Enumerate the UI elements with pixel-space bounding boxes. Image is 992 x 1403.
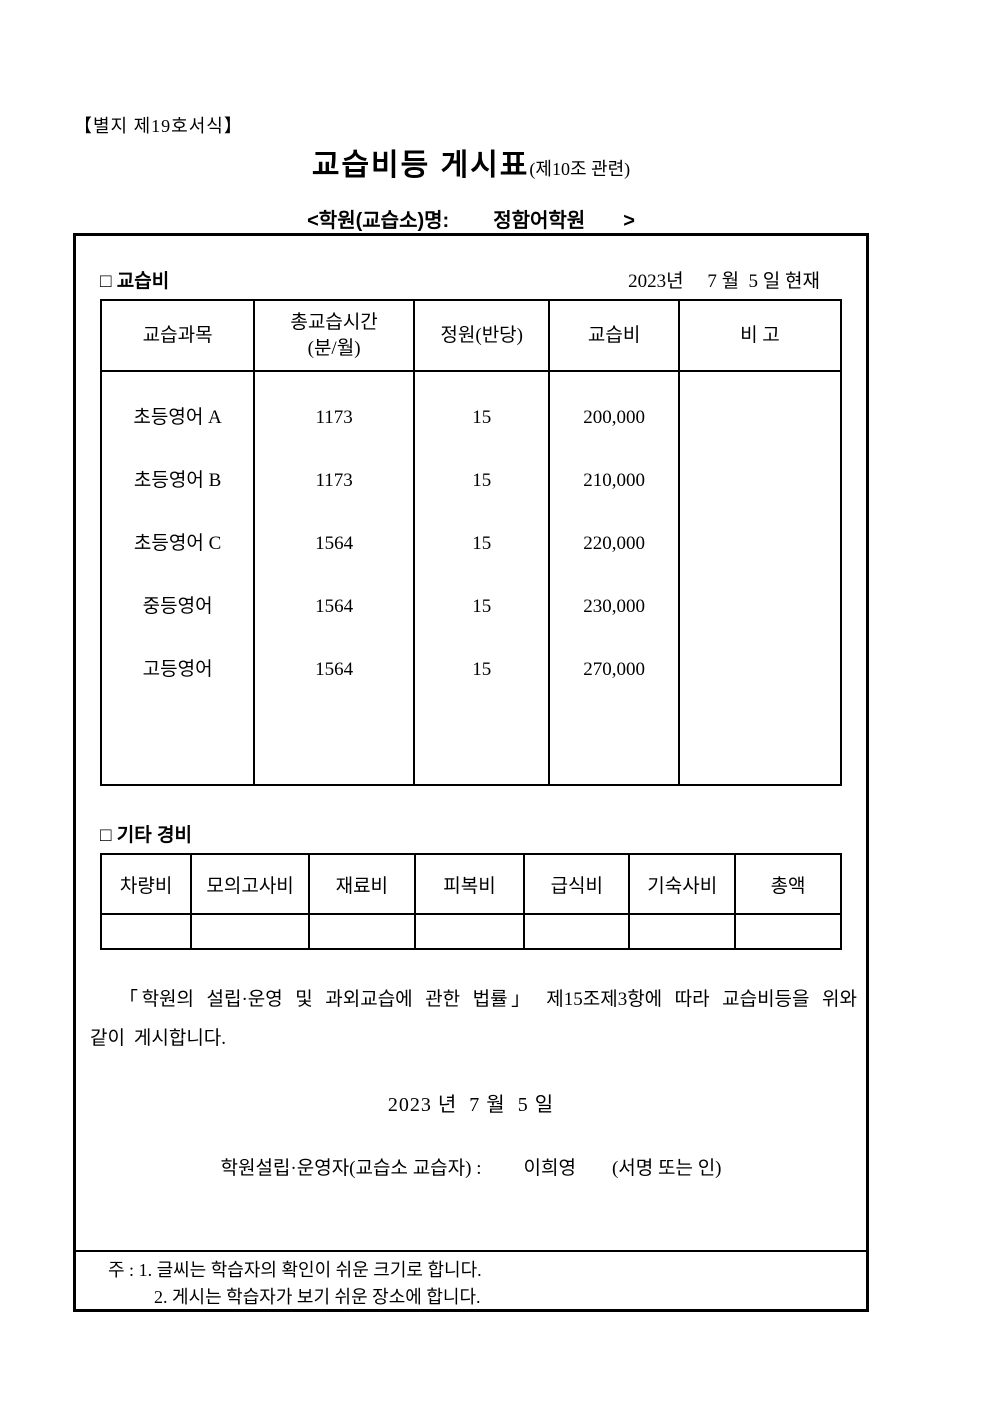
etc-value-dormitory xyxy=(628,913,737,950)
etc-header-clothing: 피복비 xyxy=(413,853,526,915)
fee-amount: 210,000 xyxy=(583,470,646,491)
footnote-1: 주 : 1. 글씨는 학습자의 확인이 쉬운 크기로 합니다. xyxy=(108,1260,482,1280)
fee-remark xyxy=(680,638,840,701)
page-title: 교습비등 게시표 xyxy=(311,149,530,182)
academy-name-value: 정함어학원 xyxy=(493,210,586,232)
other-expenses-section-label: □ 기타 경비 xyxy=(100,825,192,846)
fee-subject: 중등영어 xyxy=(142,596,213,617)
checkbox-icon: □ xyxy=(100,825,117,846)
fee-minutes: 1173 xyxy=(315,470,353,491)
document-date: 2023 년 7 월 5 일 xyxy=(387,1094,555,1116)
fee-minutes: 1173 xyxy=(315,407,353,428)
form-main-area: □ 교습비 2023년 7 월 5 일 현재 교습과목 총교습시간 (분/월) … xyxy=(76,266,866,1250)
fee-amount: 220,000 xyxy=(583,533,646,554)
fee-remark xyxy=(680,386,840,449)
etc-header-dormitory: 기숙사비 xyxy=(628,853,737,915)
other-expenses-table: 차량비 모의고사비 재료비 피복비 급식비 기숙사비 총액 xyxy=(99,853,842,950)
fee-subject: 초등영어 B xyxy=(133,470,222,491)
fees-header-subject: 교습과목 xyxy=(99,299,256,372)
as-of-date: 2023년 7 월 5 일 현재 xyxy=(628,271,820,292)
fee-amount: 200,000 xyxy=(583,407,646,428)
fee-minutes: 1564 xyxy=(315,533,354,554)
footnotes-box: 주 : 1. 글씨는 학습자의 확인이 쉬운 크기로 합니다. 2. 게시는 학… xyxy=(76,1250,866,1309)
fee-capacity: 15 xyxy=(472,533,492,554)
fee-minutes: 1564 xyxy=(315,596,354,617)
footnote-2: 2. 게시는 학습자가 보기 쉬운 장소에 합니다. xyxy=(154,1287,481,1307)
fee-subject: 초등영어 A xyxy=(133,407,222,428)
etc-value-materials xyxy=(307,913,416,950)
etc-value-total xyxy=(734,913,842,950)
fees-capacity-column: 15 15 15 15 15 xyxy=(412,370,551,786)
fee-remark xyxy=(680,449,840,512)
fees-remark-column xyxy=(677,370,843,786)
fee-remark xyxy=(680,575,840,638)
form-number: 【별지 제19호서식】 xyxy=(74,116,243,136)
fee-capacity: 15 xyxy=(472,407,492,428)
fee-subject: 고등영어 xyxy=(142,659,213,680)
signature-label: 학원설립·운영자(교습소 교습자) : xyxy=(220,1158,482,1179)
academy-name-line: <학원(교습소)명: 정함어학원 > xyxy=(73,204,869,233)
legal-statement: 「학원의 설립·운영 및 과외교습에 관한 법률」 제15조제3항에 따라 교습… xyxy=(90,989,857,1049)
etc-value-mock-exam xyxy=(190,913,310,950)
fee-capacity: 15 xyxy=(472,596,492,617)
etc-header-meals: 급식비 xyxy=(523,853,631,915)
etc-value-clothing xyxy=(413,913,526,950)
signature-name: 이희영 xyxy=(523,1158,576,1179)
fees-table: 교습과목 총교습시간 (분/월) 정원(반당) 교습비 비 고 초등영어 A xyxy=(99,299,843,786)
signature-stamp-note: (서명 또는 인) xyxy=(611,1158,722,1179)
fees-header-row: 교습과목 총교습시간 (분/월) 정원(반당) 교습비 비 고 xyxy=(99,299,843,372)
academy-name-label: <학원(교습소)명: xyxy=(307,210,450,232)
fees-section-head: □ 교습비 2023년 7 월 5 일 현재 xyxy=(100,266,842,293)
footnote-prefix: 주 : xyxy=(108,1260,139,1280)
fee-amount: 270,000 xyxy=(583,659,646,680)
page-title-suffix: (제10조 관련) xyxy=(529,159,631,179)
fee-subject: 초등영어 C xyxy=(133,533,222,554)
signature-line: 학원설립·운영자(교습소 교습자) : 이희영 (서명 또는 인) xyxy=(76,1153,866,1180)
etc-header-materials: 재료비 xyxy=(307,853,416,915)
fees-fee-column: 200,000 210,000 220,000 230,000 270,000 xyxy=(548,370,680,786)
etc-value-meals xyxy=(523,913,631,950)
fees-header-fee: 교습비 xyxy=(548,299,680,372)
fee-capacity: 15 xyxy=(472,659,492,680)
fees-body-row: 초등영어 A 초등영어 B 초등영어 C 중등영어 고등영어 1173 1173… xyxy=(99,370,843,786)
fee-minutes: 1564 xyxy=(315,659,354,680)
form-outer-box: □ 교습비 2023년 7 월 5 일 현재 교습과목 총교습시간 (분/월) … xyxy=(73,233,869,1312)
etc-header-mock-exam: 모의고사비 xyxy=(190,853,310,915)
fees-section-label: □ 교습비 xyxy=(100,271,170,292)
academy-name-close-bracket: > xyxy=(623,210,635,232)
other-expenses-header-row: 차량비 모의고사비 재료비 피복비 급식비 기숙사비 총액 xyxy=(99,853,842,915)
other-expenses-value-row xyxy=(99,913,842,950)
fee-remark xyxy=(680,512,840,575)
etc-header-transport: 차량비 xyxy=(99,853,193,915)
title-row: 교습비등 게시표(제10조 관련) xyxy=(73,140,869,184)
etc-value-transport xyxy=(99,913,193,950)
fee-capacity: 15 xyxy=(472,470,492,491)
fees-header-total-time: 총교습시간 (분/월) xyxy=(253,299,415,372)
etc-header-total: 총액 xyxy=(734,853,842,915)
checkbox-icon: □ xyxy=(100,271,117,292)
fees-minutes-column: 1173 1173 1564 1564 1564 xyxy=(253,370,415,786)
fees-subject-column: 초등영어 A 초등영어 B 초등영어 C 중등영어 고등영어 xyxy=(99,370,256,786)
fee-amount: 230,000 xyxy=(583,596,646,617)
fees-header-capacity: 정원(반당) xyxy=(412,299,551,372)
fees-header-remark: 비 고 xyxy=(677,299,843,372)
